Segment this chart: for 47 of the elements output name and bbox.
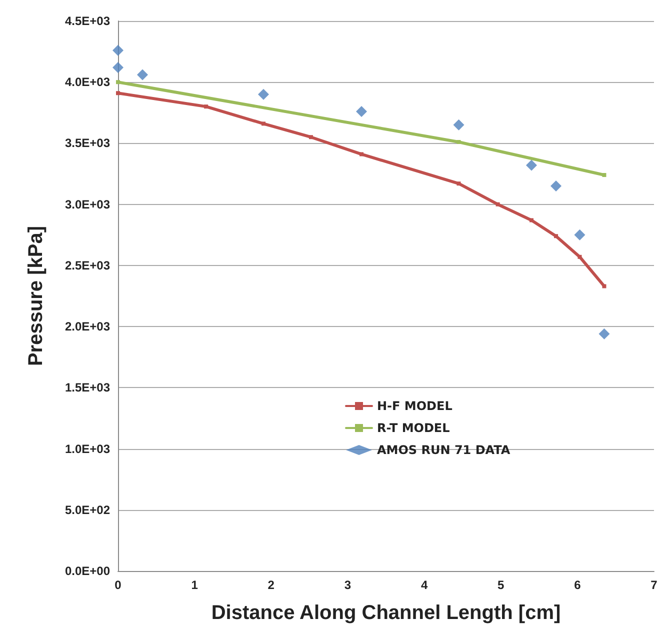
- point: [526, 160, 537, 171]
- point: [574, 229, 586, 240]
- point: [554, 234, 558, 238]
- point: [204, 104, 208, 109]
- x-tick-label: 1: [191, 578, 198, 592]
- y-tick-label: 2.0E+03: [64, 320, 110, 334]
- x-tick-label: 3: [344, 578, 352, 592]
- point: [137, 69, 148, 80]
- point: [112, 62, 124, 73]
- x-tick-label: 0: [114, 578, 122, 592]
- point: [261, 122, 266, 126]
- y-tick-label: 2.5E+03: [64, 258, 110, 272]
- y-tick-label: 5.0E+02: [64, 502, 110, 517]
- point: [308, 135, 313, 140]
- y-tick-label: 3.5E+03: [64, 136, 110, 150]
- point: [550, 180, 562, 192]
- point: [496, 202, 500, 206]
- y-tick-label: 4.0E+03: [64, 75, 110, 90]
- x-axis-title: Distance Along Channel Length [cm]: [211, 602, 561, 624]
- y-tick-label: 1.5E+03: [64, 380, 110, 395]
- legend-label: H-F MODEL: [377, 399, 453, 413]
- point: [116, 91, 120, 96]
- legend-label: AMOS RUN 71 DATA: [377, 443, 511, 457]
- point: [456, 182, 461, 186]
- point: [356, 106, 367, 117]
- point: [456, 140, 461, 144]
- y-axis-title: Pressure [kPa]: [25, 226, 47, 366]
- point: [602, 284, 606, 288]
- y-tick-label: 1.0E+03: [64, 442, 110, 456]
- point: [359, 152, 364, 156]
- point: [258, 88, 269, 100]
- point: [453, 119, 464, 130]
- y-tick-label: 3.0E+03: [64, 197, 110, 212]
- point: [529, 218, 534, 222]
- point: [598, 328, 610, 340]
- y-tick-label: 4.5E+03: [64, 14, 110, 28]
- x-tick-label: 6: [574, 578, 582, 592]
- point: [112, 44, 124, 56]
- x-tick-label: 4: [420, 578, 428, 592]
- y-tick-label: 0.0E+00: [64, 564, 110, 578]
- point: [116, 80, 120, 84]
- legend-label: R-T MODEL: [377, 421, 450, 435]
- point: [602, 173, 606, 177]
- x-tick-label: 2: [268, 578, 275, 592]
- point: [578, 254, 582, 259]
- x-tick-label: 7: [650, 578, 658, 592]
- x-tick-label: 5: [498, 578, 505, 592]
